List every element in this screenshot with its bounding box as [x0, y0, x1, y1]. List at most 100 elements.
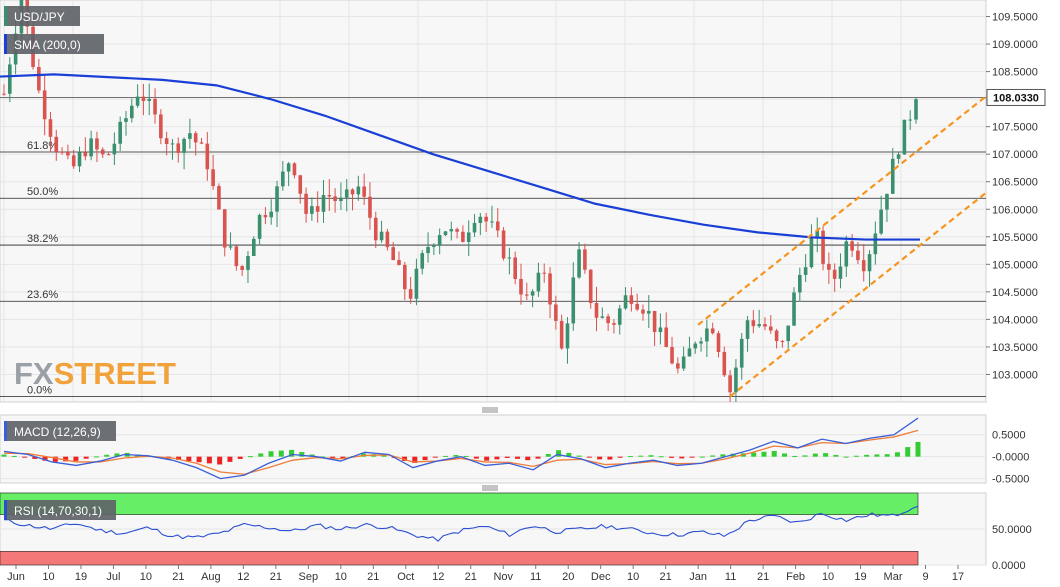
macd-histogram-bar	[915, 441, 921, 457]
candle	[414, 258, 419, 306]
x-tick-label: 19	[854, 571, 866, 583]
macd-histogram-bar	[710, 455, 716, 457]
candle	[141, 83, 146, 116]
price-grid	[0, 0, 986, 402]
candle	[588, 268, 593, 309]
candle	[112, 132, 117, 166]
x-tick-label: Mar	[884, 571, 903, 583]
legend-rsi[interactable]: RSI (14,70,30,1)	[4, 500, 116, 520]
candle	[530, 289, 535, 308]
legend-rsi-label: RSI (14,70,30,1)	[14, 504, 102, 518]
macd-histogram-bar	[93, 456, 99, 458]
x-tick-label: Nov	[493, 571, 513, 583]
macd-y-tick-label: -0.0000	[992, 452, 1029, 464]
macd-histogram-bar	[83, 456, 89, 459]
candle	[687, 336, 692, 357]
candle	[205, 131, 210, 181]
macd-grid	[0, 434, 986, 480]
rsi-oversold-band	[0, 551, 919, 566]
candle	[379, 220, 384, 243]
x-tick-label: 10	[335, 571, 347, 583]
candle	[135, 84, 140, 108]
x-tick-label: 10	[627, 571, 639, 583]
macd-histogram-bar	[720, 454, 726, 457]
candle	[844, 235, 849, 277]
candle	[629, 287, 634, 312]
x-tick-label: 11	[725, 571, 736, 583]
x-tick-label: 10	[140, 571, 152, 583]
candle	[432, 243, 436, 256]
candle	[228, 232, 233, 250]
candle	[908, 110, 912, 130]
rsi-y-tick-label: 50.0000	[992, 524, 1032, 536]
candle	[124, 110, 128, 136]
candle	[885, 193, 889, 222]
macd-histogram-bar	[422, 456, 428, 461]
candle	[652, 310, 657, 346]
candle	[856, 242, 860, 265]
candle	[646, 295, 651, 329]
candle	[780, 339, 785, 348]
candle	[670, 336, 674, 365]
candle	[42, 74, 47, 136]
macd-histogram-bar	[319, 456, 325, 458]
candle	[263, 207, 268, 225]
candle	[373, 211, 378, 248]
macd-histogram-bar	[11, 455, 17, 457]
macd-histogram-bar	[597, 456, 603, 460]
legend-macd[interactable]: MACD (12,26,9)	[4, 421, 116, 441]
macd-histogram-bar	[412, 456, 418, 463]
candle	[571, 262, 576, 331]
candle	[391, 241, 395, 261]
x-tick-label: 21	[465, 571, 477, 583]
macd-histogram-bar	[206, 456, 212, 464]
candle	[100, 147, 105, 158]
candle	[37, 58, 41, 94]
macd-histogram-bar	[545, 453, 551, 457]
macd-histogram-bar	[258, 453, 264, 457]
candle	[641, 304, 645, 321]
macd-histogram-bar	[52, 456, 58, 462]
candle	[501, 227, 506, 261]
candle	[368, 182, 372, 230]
candle	[548, 266, 552, 319]
legend-sma[interactable]: SMA (200,0)	[4, 34, 104, 54]
candle	[408, 276, 413, 304]
x-tick-label: 21	[757, 571, 769, 583]
candle	[182, 137, 186, 170]
candle	[251, 236, 256, 257]
resize-handle-rsi[interactable]	[482, 485, 498, 491]
candle	[745, 316, 750, 352]
candle	[234, 245, 239, 271]
macd-histogram-bar	[761, 451, 767, 457]
macd-histogram-bar	[771, 451, 777, 457]
candle	[821, 225, 825, 271]
candle	[815, 217, 820, 253]
candle	[403, 261, 407, 301]
candle	[211, 154, 215, 190]
macd-histogram-bar	[689, 456, 695, 458]
price-y-tick-label: 104.5000	[992, 287, 1038, 299]
rsi-series	[3, 505, 919, 542]
candle	[827, 252, 831, 285]
macd-histogram-bar	[864, 454, 870, 457]
candle	[286, 162, 291, 187]
macd-histogram-bar	[792, 455, 798, 457]
candle	[466, 220, 471, 257]
candle	[873, 221, 878, 265]
price-y-tick-label: 109.0000	[992, 39, 1038, 51]
x-tick-label: Feb	[786, 571, 805, 583]
candle	[77, 146, 82, 173]
candle	[478, 212, 483, 236]
candle	[768, 315, 773, 334]
watermark-fx: FX	[14, 356, 54, 391]
candle	[635, 293, 639, 312]
x-tick-label: Jan	[689, 571, 707, 583]
candle	[385, 228, 390, 251]
price-y-tick-label: 106.0000	[992, 204, 1038, 216]
macd-histogram-bar	[453, 455, 459, 457]
macd-histogram-bar	[42, 456, 48, 461]
candle	[8, 57, 12, 103]
legend-usdjpy[interactable]: USD/JPY	[4, 6, 80, 26]
resize-handle-macd[interactable]	[482, 407, 498, 413]
